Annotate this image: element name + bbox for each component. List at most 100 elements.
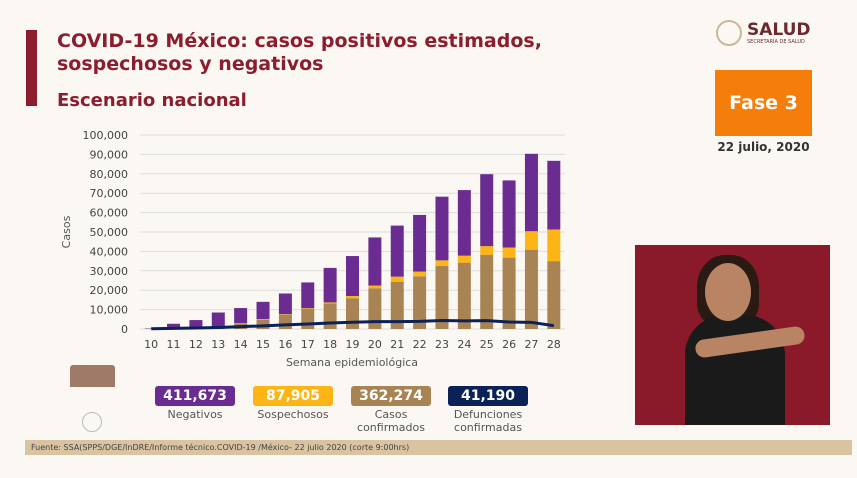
kpi-negativos-value: 411,673 [155,386,235,406]
x-tick-label: 20 [368,338,382,351]
bar-negativos [435,196,449,261]
bar-negativos [346,256,359,297]
y-tick-label: 0 [121,323,128,336]
bar-sospechosos [435,260,449,266]
bar-negativos [413,214,427,272]
y-tick-label: 10,000 [90,304,129,317]
x-tick-label: 26 [502,338,516,351]
bar-negativos [368,237,382,286]
bar-negativos [390,225,404,277]
bar-sospechosos [457,255,471,263]
bar-confirmados [524,249,538,329]
bar-sospechosos [390,276,404,282]
bar-negativos [234,308,248,323]
kpi-sospechosos-value: 87,905 [253,386,333,406]
deaths-line [151,318,555,331]
x-tick-label: 18 [323,338,337,351]
bar-confirmados [502,257,516,329]
x-tick-label: 23 [435,338,449,351]
bar-sospechosos [480,246,494,255]
kpi-confirmados-value: 362,274 [351,386,431,406]
x-tick-label: 17 [301,338,315,351]
bar-negativos [457,190,471,256]
bar-negativos [301,282,315,309]
bar-confirmados [413,276,427,329]
x-axis-label: Semana epidemiológica [286,356,418,369]
y-tick-label: 80,000 [90,168,129,181]
bar-sospechosos [256,319,270,320]
seal-icon [716,20,742,46]
report-date: 22 julio, 2020 [717,140,810,154]
sign-language-interpreter-video [635,245,830,425]
bar-negativos [524,153,538,232]
source-footer: Fuente: SSA(SPPS/DGE/InDRE/Informe técni… [25,440,852,455]
x-tick-label: 28 [547,338,561,351]
bar-confirmados [390,281,404,329]
bar-negativos [502,180,516,248]
bar-sospechosos [547,229,561,262]
x-tick-label: 10 [144,338,158,351]
bar-confirmados [301,309,315,329]
y-tick-label: 70,000 [90,187,129,200]
salud-logo: SALUD SECRETARÍA DE SALUD [716,20,811,46]
logo-name: SALUD [747,19,811,40]
x-tick-label: 25 [480,338,494,351]
bar-negativos [278,293,292,315]
bar-negativos [547,160,561,230]
y-tick-label: 90,000 [90,148,129,161]
kpi-confirmados-label: Casos confirmados [357,408,425,434]
bar-confirmados [278,314,292,329]
x-tick-label: 24 [457,338,471,351]
x-tick-label: 27 [524,338,538,351]
kpi-sospechosos-label: Sospechosos [257,408,329,421]
bar-negativos [189,320,203,329]
y-tick-label: 60,000 [90,207,129,220]
phase-badge: Fase 3 [715,70,812,136]
y-tick-label: 100,000 [83,129,129,142]
page-subtitle: Escenario nacional [57,90,247,111]
page-title: COVID-19 México: casos positivos estimad… [57,30,542,75]
y-tick-label: 40,000 [90,245,129,258]
x-tick-label: 14 [234,338,248,351]
x-tick-label: 16 [278,338,292,351]
x-tick-label: 22 [413,338,427,351]
bar-confirmados [346,298,359,329]
bar-confirmados [435,265,449,329]
bar-confirmados [457,262,471,329]
bar-negativos [323,267,337,303]
bar-sospechosos [301,308,315,310]
bar-confirmados [480,254,494,329]
x-tick-label: 19 [346,338,360,351]
x-tick-label: 13 [211,338,225,351]
kpi-negativos-label: Negativos [167,408,223,421]
y-tick-label: 30,000 [90,265,129,278]
y-tick-label: 50,000 [90,226,129,239]
kpi-defunciones-value: 41,190 [448,386,528,406]
bar-negativos [167,323,181,329]
bar-sospechosos [368,285,382,289]
bar-negativos [480,174,494,247]
seal-icon [82,412,102,432]
bar-sospechosos [413,271,427,277]
x-tick-label: 15 [256,338,270,351]
bar-confirmados [547,261,561,329]
bar-sospechosos [346,296,359,299]
x-tick-label: 12 [189,338,203,351]
x-tick-label: 21 [390,338,404,351]
logo-sub: SECRETARÍA DE SALUD [747,38,805,45]
x-tick-label: 11 [167,338,181,351]
bar-sospechosos [524,231,538,250]
bar-confirmados [323,303,337,329]
historic-emblem-icon [70,365,115,387]
bar-negativos [211,312,225,328]
bar-negativos [256,301,270,320]
y-axis-label: Casos [60,215,73,248]
bar-confirmados [368,288,382,329]
kpi-defunciones-label: Defunciones confirmadas [453,408,523,434]
y-tick-label: 20,000 [90,284,129,297]
bar-sospechosos [278,314,292,315]
accent-bar [26,30,37,106]
bar-confirmados [256,319,270,329]
bar-sospechosos [323,302,337,304]
